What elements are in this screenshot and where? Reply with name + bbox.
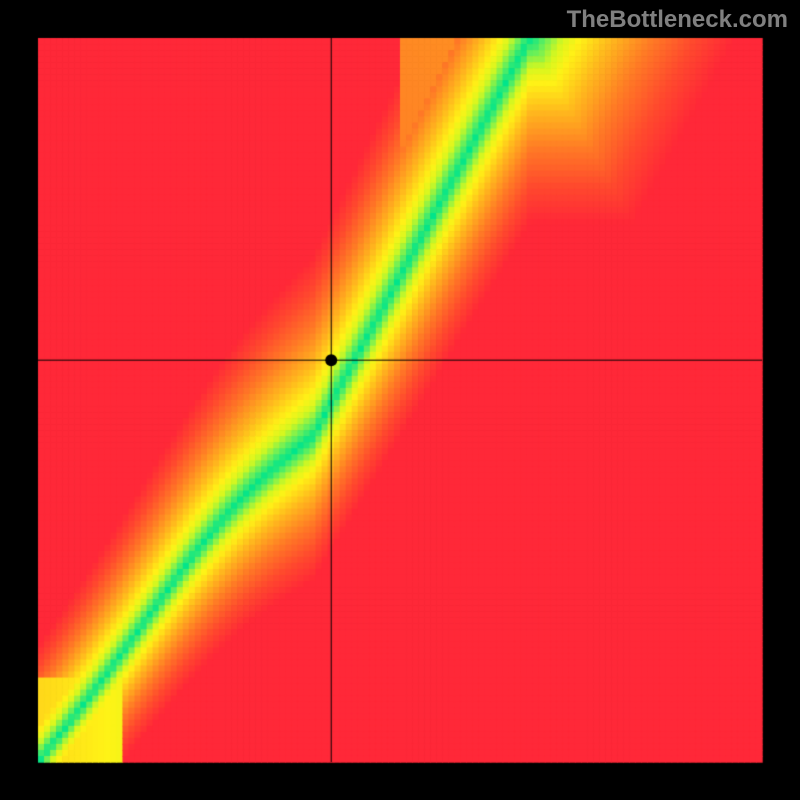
bottleneck-heatmap — [0, 0, 800, 800]
watermark-text: TheBottleneck.com — [567, 6, 788, 34]
chart-container: TheBottleneck.com — [0, 0, 800, 800]
